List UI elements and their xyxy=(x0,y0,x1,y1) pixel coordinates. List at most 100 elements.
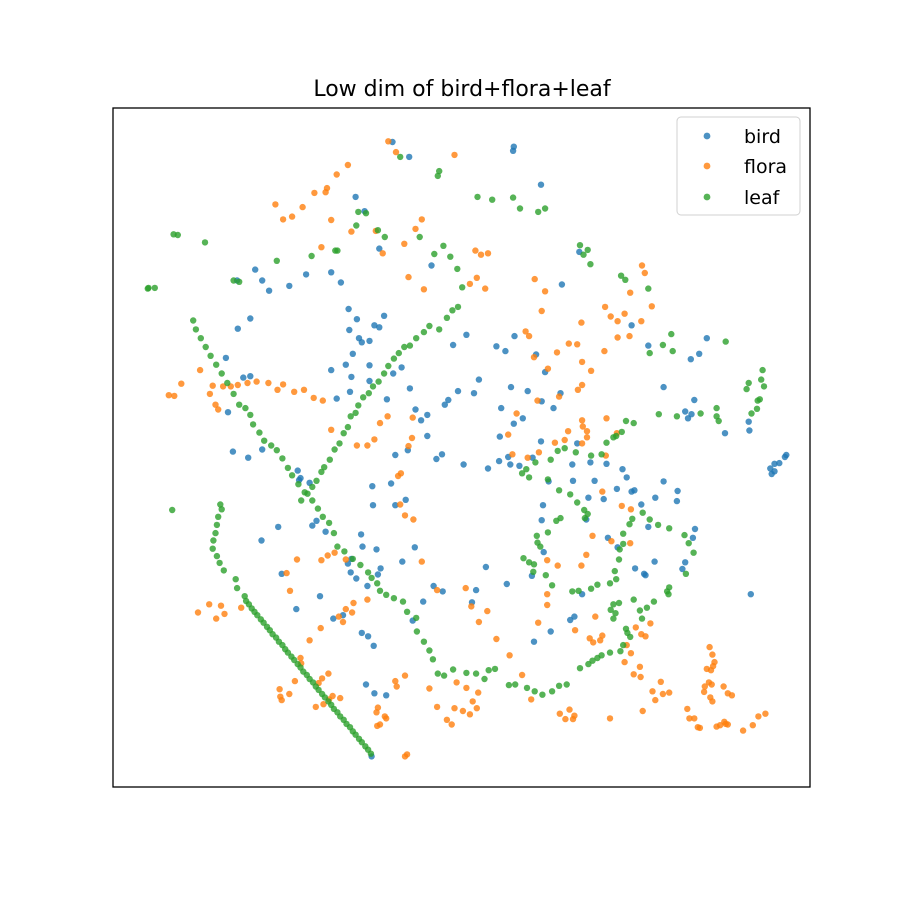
point-leaf xyxy=(273,257,280,264)
point-bird xyxy=(258,537,265,544)
point-flora xyxy=(325,670,332,677)
point-bird xyxy=(538,517,545,524)
point-leaf xyxy=(606,580,614,587)
point-bird xyxy=(600,495,607,503)
point-leaf xyxy=(610,601,617,608)
point-leaf xyxy=(474,193,481,201)
point-leaf xyxy=(587,452,595,459)
point-flora xyxy=(627,289,634,296)
point-leaf xyxy=(376,587,384,594)
point-leaf xyxy=(426,322,433,330)
point-leaf xyxy=(247,411,254,419)
point-flora xyxy=(379,250,386,257)
point-leaf xyxy=(213,552,221,560)
point-leaf xyxy=(443,314,451,321)
point-leaf xyxy=(440,242,447,249)
point-leaf xyxy=(481,675,488,683)
point-bird xyxy=(275,523,282,531)
point-flora xyxy=(335,613,342,620)
point-leaf xyxy=(436,326,443,333)
point-flora xyxy=(318,557,325,564)
point-leaf xyxy=(463,669,470,677)
point-bird xyxy=(293,605,300,613)
point-flora xyxy=(578,319,585,326)
point-leaf xyxy=(288,472,296,479)
point-leaf xyxy=(533,532,540,539)
point-flora xyxy=(637,673,644,681)
point-flora xyxy=(171,392,178,400)
point-flora xyxy=(636,663,644,670)
point-leaf xyxy=(525,559,533,566)
point-flora xyxy=(405,273,412,281)
point-leaf xyxy=(646,349,653,357)
point-leaf xyxy=(547,456,554,463)
point-flora xyxy=(574,386,582,393)
point-bird xyxy=(638,501,645,508)
point-leaf xyxy=(309,483,316,491)
point-leaf xyxy=(630,419,637,427)
point-leaf xyxy=(753,405,761,412)
point-leaf xyxy=(535,208,542,216)
point-bird xyxy=(411,544,418,551)
point-flora xyxy=(538,307,545,315)
point-leaf xyxy=(256,429,263,436)
point-leaf xyxy=(567,491,574,498)
point-flora xyxy=(574,341,581,348)
point-flora xyxy=(562,715,569,723)
point-bird xyxy=(390,370,397,377)
point-flora xyxy=(638,262,646,269)
point-flora xyxy=(353,442,361,449)
point-flora xyxy=(306,637,313,644)
point-leaf xyxy=(197,335,204,342)
point-leaf xyxy=(685,540,692,547)
point-leaf xyxy=(554,447,561,455)
point-bird xyxy=(498,404,505,412)
point-leaf xyxy=(375,378,382,385)
point-leaf xyxy=(216,559,223,567)
point-flora xyxy=(630,671,637,678)
point-bird xyxy=(703,335,710,342)
point-flora xyxy=(475,618,483,626)
point-leaf xyxy=(611,567,618,575)
point-flora xyxy=(684,705,691,713)
point-leaf xyxy=(594,581,601,588)
point-leaf xyxy=(314,505,322,512)
point-leaf xyxy=(330,529,338,537)
point-bird xyxy=(746,427,753,434)
point-flora xyxy=(276,686,283,693)
point-flora xyxy=(409,414,416,421)
point-leaf xyxy=(518,470,526,477)
point-leaf xyxy=(759,366,766,374)
point-flora xyxy=(279,216,287,223)
point-flora xyxy=(383,715,390,722)
point-flora xyxy=(541,288,549,295)
point-bird xyxy=(449,341,457,349)
point-flora xyxy=(320,701,327,708)
point-leaf xyxy=(434,172,441,180)
point-bird xyxy=(682,559,689,566)
point-flora xyxy=(319,397,326,404)
point-bird xyxy=(530,638,538,645)
point-flora xyxy=(666,689,673,696)
point-leaf xyxy=(230,277,237,284)
point-flora xyxy=(371,436,378,443)
point-flora xyxy=(638,318,645,325)
point-bird xyxy=(511,332,518,340)
point-flora xyxy=(524,454,531,461)
point-bird xyxy=(591,477,598,484)
point-leaf xyxy=(516,205,524,212)
point-bird xyxy=(348,373,355,381)
point-bird xyxy=(660,383,667,391)
point-bird xyxy=(376,324,383,331)
point-leaf xyxy=(336,440,343,447)
point-leaf xyxy=(357,561,364,569)
point-leaf xyxy=(401,343,408,351)
point-flora xyxy=(606,715,614,722)
point-bird xyxy=(383,396,391,403)
point-flora xyxy=(412,225,419,233)
point-leaf xyxy=(523,684,531,692)
point-flora xyxy=(583,434,591,441)
legend-marker-flora xyxy=(703,162,711,170)
point-flora xyxy=(603,415,610,422)
point-leaf xyxy=(352,409,359,417)
